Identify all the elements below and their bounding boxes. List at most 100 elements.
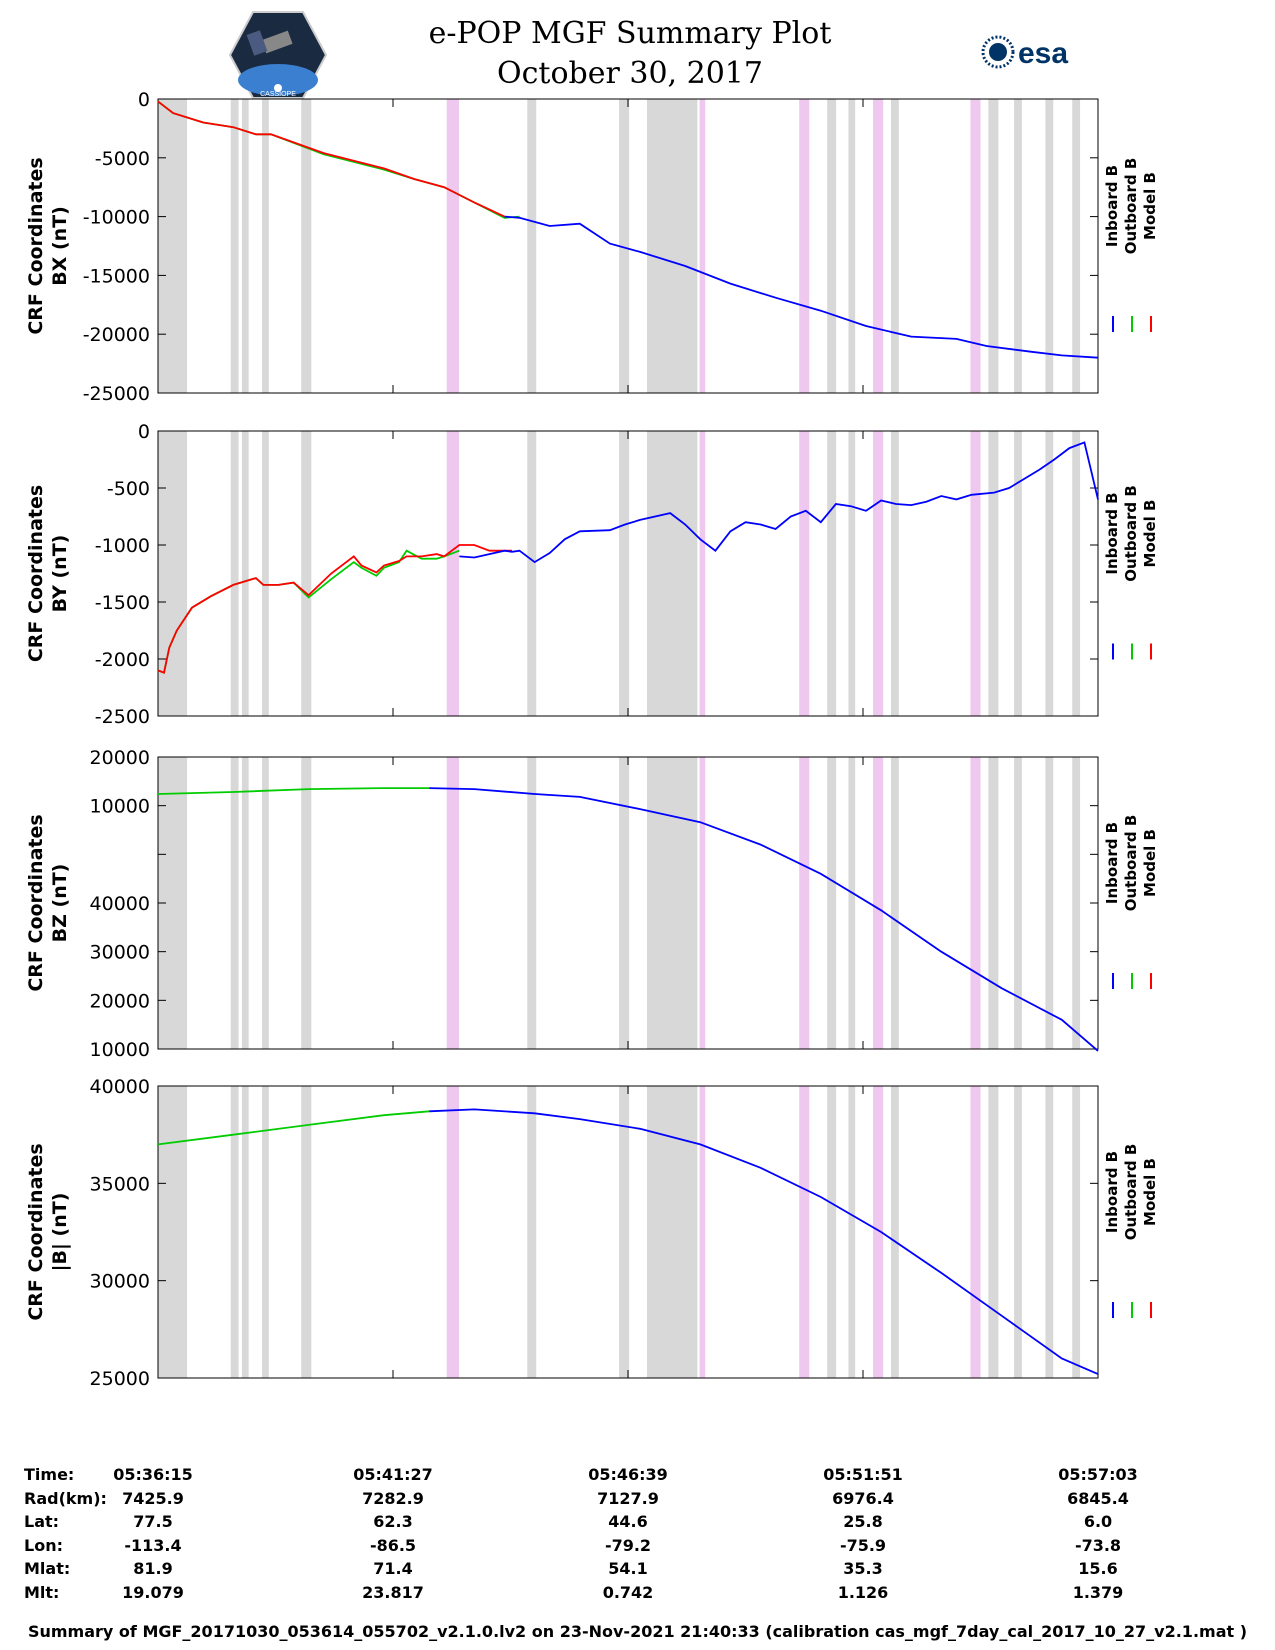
info-cell-2-0: 05:46:39 xyxy=(588,1465,668,1484)
gray-band-by-8 xyxy=(827,431,837,716)
gray-band-btotal-11 xyxy=(988,1086,999,1378)
panel-btotal: 40000 35000 30000 25000 CRF Coordinates |B| (… xyxy=(25,1076,1159,1390)
gray-band-by-3 xyxy=(262,431,269,716)
legend-label-bz-1: Outboard B xyxy=(1122,815,1140,912)
gray-band-bz-4 xyxy=(301,757,312,1049)
info-cell-4-3: -73.8 xyxy=(1074,1535,1122,1555)
ytick-label-bx-3: -15000 xyxy=(83,265,150,287)
gray-band-by-13 xyxy=(1045,431,1054,716)
legend-label-bx-1: Outboard B xyxy=(1122,158,1140,255)
info-cell-4-2: 6.0 xyxy=(1083,1512,1113,1531)
gray-band-bz-12 xyxy=(1014,757,1022,1049)
info-cell-0-3: -113.4 xyxy=(124,1535,182,1555)
ylabel-line2-bz: BZ (nT) xyxy=(49,864,71,943)
gray-band-by-4 xyxy=(301,431,312,716)
gray-band-bx-13 xyxy=(1045,99,1054,393)
gray-band-bx-9 xyxy=(848,99,856,393)
series-by-inboard-b xyxy=(459,441,1099,564)
pink-band-btotal-3 xyxy=(873,1086,884,1378)
gray-band-by-1 xyxy=(230,431,239,716)
panel-bx: 0 -5000 -10000 -15000 -20000 -25000 CRF Coordi… xyxy=(25,89,1159,405)
info-cell-4-1: 6845.4 xyxy=(1067,1488,1129,1508)
series-bx-inboard-b xyxy=(504,215,1099,359)
gray-band-bx-14 xyxy=(1072,99,1081,393)
ytick-label-bx-1: -5000 xyxy=(95,148,150,170)
legend-label-btotal-2: Model B xyxy=(1141,1158,1159,1226)
gray-band-bx-7 xyxy=(647,99,698,393)
series-by-model-b xyxy=(157,544,512,674)
ytick-label-btotal-2: 30000 xyxy=(90,1271,150,1293)
pink-band-bx-4 xyxy=(970,99,981,393)
ytick-label-bx-5: -25000 xyxy=(83,383,150,405)
pink-band-bz-2 xyxy=(799,757,810,1049)
pink-band-bz-1 xyxy=(699,757,706,1049)
ytick-label-by-2: -1000 xyxy=(95,535,150,557)
legend-label-bz-2: Model B xyxy=(1141,829,1159,897)
series-btotal-outboard-b xyxy=(157,1110,430,1146)
gray-band-bx-2 xyxy=(241,99,249,393)
pink-band-btotal-2 xyxy=(799,1086,810,1378)
series-bx-model-b xyxy=(157,100,505,218)
info-label-5: Mlt: xyxy=(24,1582,60,1602)
info-cell-0-5: 19.079 xyxy=(122,1582,184,1602)
gray-band-by-6 xyxy=(619,431,630,716)
series-bz-outboard-b xyxy=(157,787,430,795)
pink-band-bz-4 xyxy=(970,757,981,1049)
pink-band-bx-2 xyxy=(799,99,810,393)
plot-title: e-POP MGF Summary Plot xyxy=(428,16,832,51)
ylabel-bx: CRF Coordinates BX (nT) xyxy=(25,157,71,334)
panel-bz: 20000 10000 40000 30000 20000 10000 CRF Coordi… xyxy=(25,747,1159,1061)
ylabel-btotal: CRF Coordinates |B| (nT) xyxy=(25,1143,71,1320)
ylabel-line1-bz: CRF Coordinates xyxy=(25,814,47,991)
gray-band-btotal-1 xyxy=(230,1086,239,1378)
pink-band-bx-3 xyxy=(873,99,884,393)
info-cell-3-5: 1.126 xyxy=(837,1582,889,1602)
gray-band-btotal-5 xyxy=(527,1086,537,1378)
info-cell-4-0: 05:57:03 xyxy=(1058,1465,1138,1484)
cassiope-logo-text: CASSIOPE xyxy=(260,91,296,98)
info-label-2: Lat: xyxy=(24,1512,60,1531)
legend-label-btotal-0: Inboard B xyxy=(1103,1151,1121,1233)
gray-band-bx-12 xyxy=(1014,99,1022,393)
gray-band-by-12 xyxy=(1014,431,1022,716)
gray-band-bz-6 xyxy=(619,757,630,1049)
info-cell-3-2: 25.8 xyxy=(843,1512,883,1531)
info-label-0: Time: xyxy=(24,1465,75,1484)
ylabel-line1-bx: CRF Coordinates xyxy=(25,157,47,334)
ytick-label-by-1: -500 xyxy=(107,478,150,500)
info-cell-3-4: 35.3 xyxy=(843,1559,883,1578)
info-cell-0-0: 05:36:15 xyxy=(113,1465,193,1484)
gray-band-by-11 xyxy=(988,431,999,716)
gray-band-btotal-7 xyxy=(647,1086,698,1378)
gray-band-by-10 xyxy=(890,431,899,716)
gray-band-bx-11 xyxy=(988,99,999,393)
ytick-label-bz-0: 20000 xyxy=(90,747,150,769)
gray-band-bx-6 xyxy=(619,99,630,393)
ytick-label-bx-2: -10000 xyxy=(83,207,150,229)
gray-band-btotal-6 xyxy=(619,1086,630,1378)
gray-band-btotal-10 xyxy=(890,1086,899,1378)
pink-band-bx-1 xyxy=(699,99,706,393)
gray-band-by-9 xyxy=(848,431,856,716)
ytick-label-bz-3: 40000 xyxy=(90,893,150,915)
pink-band-btotal-1 xyxy=(699,1086,706,1378)
pink-band-bz-3 xyxy=(873,757,884,1049)
esa-logo-text: esa xyxy=(1018,37,1068,70)
ylabel-bz: CRF Coordinates BZ (nT) xyxy=(25,814,71,991)
gray-band-btotal-13 xyxy=(1045,1086,1054,1378)
ytick-label-bz-4: 30000 xyxy=(90,942,150,964)
gray-band-by-0 xyxy=(158,431,188,716)
info-cell-0-1: 7425.9 xyxy=(122,1488,184,1508)
info-cell-1-5: 23.817 xyxy=(362,1582,424,1602)
gray-band-bx-5 xyxy=(527,99,537,393)
footer-summary: Summary of MGF_20171030_053614_055702_v2… xyxy=(27,1622,1248,1641)
gray-band-bz-7 xyxy=(647,757,698,1049)
info-cell-1-3: -86.5 xyxy=(369,1535,417,1555)
ylabel-line2-bx: BX (nT) xyxy=(49,206,71,286)
ytick-label-btotal-0: 40000 xyxy=(90,1076,150,1098)
ylabel-line2-by: BY (nT) xyxy=(49,535,71,613)
cassiope-logo: CASSIOPE xyxy=(228,11,328,99)
plot-date: October 30, 2017 xyxy=(497,56,763,91)
ylabel-by: CRF Coordinates BY (nT) xyxy=(25,485,71,662)
